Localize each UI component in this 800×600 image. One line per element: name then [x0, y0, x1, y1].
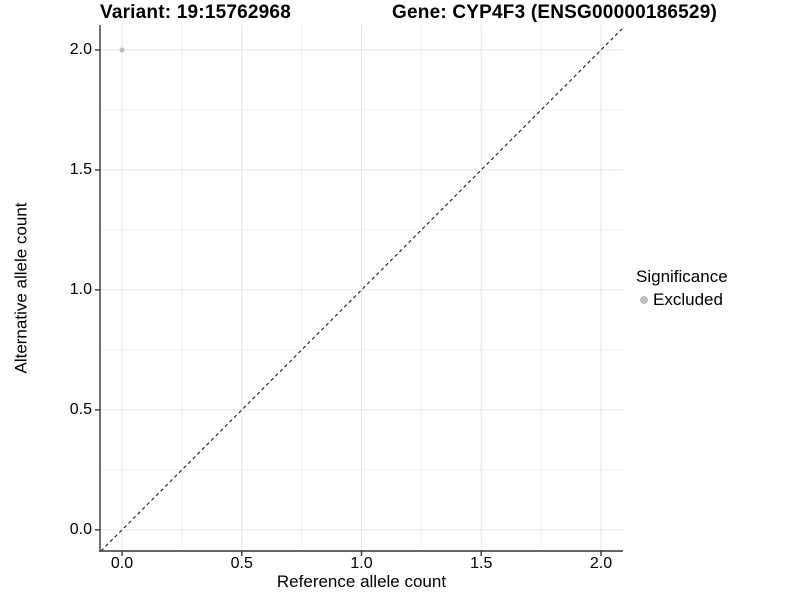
y-tick-label: 0.5: [69, 400, 92, 418]
legend-items: Excluded: [636, 290, 728, 310]
y-tick-label: 2.0: [69, 40, 92, 58]
legend-key-dot-icon: [640, 296, 648, 304]
x-tick-label: 0.0: [110, 555, 134, 572]
x-axis-title: Reference allele count: [276, 572, 447, 591]
legend: Significance Excluded: [636, 266, 728, 310]
x-tick-label: 0.5: [230, 555, 253, 572]
variant-title: Variant: 19:15762968: [100, 2, 291, 23]
x-tick-label: 1.5: [470, 555, 493, 572]
y-axis-title: Alternative allele count: [11, 202, 31, 374]
gene-title: Gene: CYP4F3 (ENSG00000186529): [392, 2, 717, 23]
y-tick-label: 1.0: [69, 280, 92, 298]
y-tick-label: 0.0: [69, 520, 92, 538]
x-tick-label: 1.0: [350, 555, 373, 572]
legend-title: Significance: [636, 267, 728, 286]
legend-item: Excluded: [636, 290, 728, 310]
data-point: [119, 47, 125, 53]
x-tick-label: 2.0: [589, 555, 613, 572]
legend-item-label: Excluded: [653, 290, 723, 309]
plot-titles: Variant: 19:15762968 Gene: CYP4F3 (ENSG0…: [100, 2, 717, 24]
y-tick-label: 1.5: [69, 160, 92, 178]
